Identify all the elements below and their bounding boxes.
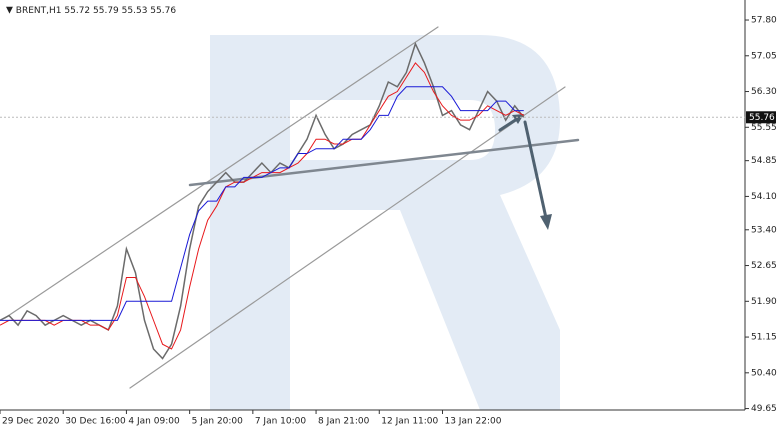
open: 55.72 xyxy=(64,6,90,16)
y-tick-label: 49.65 xyxy=(751,404,777,414)
symbol: BRENT,H1 xyxy=(16,6,62,16)
y-tick-label: 55.55 xyxy=(751,123,777,133)
x-tick-label: 29 Dec 2020 xyxy=(2,417,60,427)
arrow-down xyxy=(523,120,548,220)
x-tick-label: 5 Jan 20:00 xyxy=(192,417,244,427)
x-tick-label: 7 Jan 10:00 xyxy=(255,417,307,427)
y-tick-label: 57.80 xyxy=(751,16,777,26)
channel-upper xyxy=(4,26,439,319)
y-tick-label: 53.40 xyxy=(751,225,777,235)
low: 55.53 xyxy=(122,6,148,16)
high: 55.79 xyxy=(93,6,119,16)
series-line xyxy=(0,86,524,321)
last-price-label: 55.76 xyxy=(749,113,775,123)
header: ▼ BRENT,H1 55.72 55.79 55.53 55.76 xyxy=(6,6,176,16)
x-tick-label: 30 Dec 16:00 xyxy=(65,417,126,427)
y-tick-label: 57.05 xyxy=(751,51,777,61)
y-tick-label: 54.10 xyxy=(751,192,777,202)
channel-lower xyxy=(129,86,566,389)
y-tick-label: 51.90 xyxy=(751,297,777,307)
x-tick-label: 13 Jan 22:00 xyxy=(444,417,501,427)
close: 55.76 xyxy=(150,6,176,16)
y-tick-label: 51.15 xyxy=(751,333,777,343)
y-tick-label: 50.40 xyxy=(751,368,777,378)
y-tick-label: 56.30 xyxy=(751,87,777,97)
logo xyxy=(210,35,560,410)
arrow-head xyxy=(540,214,552,230)
y-tick-label: 52.65 xyxy=(751,261,777,271)
x-tick-label: 8 Jan 21:00 xyxy=(318,417,370,427)
y-tick-label: 54.85 xyxy=(751,156,777,166)
x-tick-label: 4 Jan 09:00 xyxy=(128,417,180,427)
series-line xyxy=(0,62,524,350)
x-tick-label: 12 Jan 11:00 xyxy=(381,417,438,427)
watermark xyxy=(210,35,560,410)
arrow-head xyxy=(512,114,524,124)
last-price-tag xyxy=(746,111,776,124)
